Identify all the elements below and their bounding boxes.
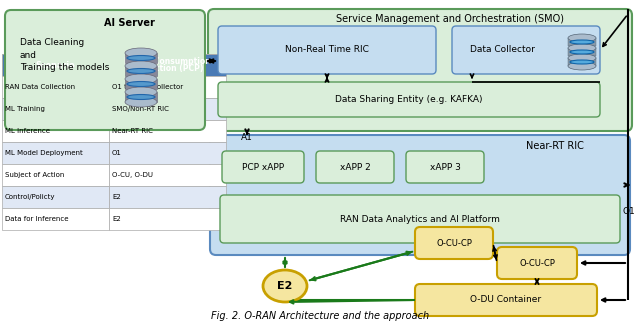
Text: Near-RT RIC: Near-RT RIC [526, 141, 584, 151]
FancyBboxPatch shape [415, 227, 493, 259]
Ellipse shape [568, 44, 596, 52]
Text: Power Consumption: Power Consumption [124, 56, 211, 65]
Text: SMO/Non-RT RIC: SMO/Non-RT RIC [112, 106, 169, 112]
Ellipse shape [263, 270, 307, 302]
Ellipse shape [568, 34, 596, 42]
FancyBboxPatch shape [5, 10, 205, 130]
Text: O-CU, O-DU: O-CU, O-DU [112, 172, 153, 178]
Text: xAPP 2: xAPP 2 [340, 163, 371, 171]
Text: Data Collector: Data Collector [470, 45, 534, 54]
Bar [568, 38, 596, 46]
FancyBboxPatch shape [452, 26, 600, 74]
Text: O1 to Data Collector: O1 to Data Collector [112, 84, 183, 90]
Text: O-DU Container: O-DU Container [470, 295, 541, 305]
Text: RAN Data Collection: RAN Data Collection [5, 84, 75, 90]
Text: Scenario: Scenario [36, 61, 76, 70]
FancyBboxPatch shape [497, 247, 577, 279]
Text: PCP xAPP: PCP xAPP [242, 163, 284, 171]
FancyBboxPatch shape [218, 82, 600, 117]
Ellipse shape [125, 61, 157, 71]
Bar [109, 76, 226, 98]
Text: ML Training: ML Training [5, 106, 45, 112]
Ellipse shape [127, 82, 155, 87]
Text: ML Model Deployment: ML Model Deployment [5, 150, 83, 156]
Ellipse shape [568, 54, 596, 62]
Text: Non-Real Time RIC: Non-Real Time RIC [285, 45, 369, 54]
Bar [568, 48, 596, 56]
Ellipse shape [127, 95, 155, 99]
Bar [2, 120, 109, 142]
Text: Control/Policty: Control/Policty [5, 194, 56, 200]
Bar [109, 208, 226, 230]
Bar [109, 186, 226, 208]
Bar [2, 164, 109, 186]
Text: Data for Inference: Data for Inference [5, 216, 68, 222]
Bar [109, 98, 226, 120]
Text: xAPP 3: xAPP 3 [429, 163, 460, 171]
Text: Service Management and Orchestration (SMO): Service Management and Orchestration (SM… [336, 14, 564, 24]
Text: O1: O1 [112, 150, 122, 156]
Bar [125, 53, 157, 63]
Text: Data Cleaning
and
Training the models: Data Cleaning and Training the models [20, 38, 109, 72]
Bar [2, 186, 109, 208]
Bar [125, 92, 157, 102]
Text: O-CU-CP: O-CU-CP [519, 259, 555, 268]
FancyBboxPatch shape [218, 26, 436, 74]
Ellipse shape [570, 40, 594, 44]
Bar [2, 98, 109, 120]
Bar [2, 54, 109, 76]
Text: E2: E2 [112, 194, 121, 200]
Bar [2, 142, 109, 164]
Ellipse shape [125, 87, 157, 97]
Text: AI Server: AI Server [104, 18, 154, 28]
Ellipse shape [570, 60, 594, 64]
Ellipse shape [570, 50, 594, 54]
Text: Subject of Action: Subject of Action [5, 172, 65, 178]
Bar [2, 76, 109, 98]
FancyBboxPatch shape [220, 195, 620, 243]
Text: RAN Data Analytics and AI Platform: RAN Data Analytics and AI Platform [340, 214, 500, 224]
Text: Near-RT RIC: Near-RT RIC [112, 128, 153, 134]
FancyBboxPatch shape [415, 284, 597, 316]
Bar [109, 142, 226, 164]
Ellipse shape [127, 68, 155, 74]
FancyBboxPatch shape [316, 151, 394, 183]
Text: Prediction (PCP): Prediction (PCP) [132, 64, 203, 74]
Text: Fig. 2. O-RAN Architecture and the approach: Fig. 2. O-RAN Architecture and the appro… [211, 311, 429, 321]
FancyBboxPatch shape [406, 151, 484, 183]
Ellipse shape [125, 74, 157, 84]
FancyBboxPatch shape [222, 151, 304, 183]
Bar [568, 58, 596, 66]
Text: O1: O1 [623, 206, 636, 215]
Text: Data Sharing Entity (e.g. KAFKA): Data Sharing Entity (e.g. KAFKA) [335, 95, 483, 104]
Ellipse shape [125, 97, 157, 107]
Bar [125, 66, 157, 76]
Bar [2, 208, 109, 230]
Bar [125, 79, 157, 89]
Text: E2: E2 [277, 281, 292, 291]
Text: A1: A1 [241, 133, 253, 142]
Bar [109, 54, 226, 76]
Bar [109, 120, 226, 142]
Text: O-CU-CP: O-CU-CP [436, 238, 472, 248]
Text: E2: E2 [112, 216, 121, 222]
Ellipse shape [127, 55, 155, 61]
Ellipse shape [568, 62, 596, 70]
FancyBboxPatch shape [210, 135, 630, 255]
FancyBboxPatch shape [208, 9, 632, 131]
Ellipse shape [125, 48, 157, 58]
Bar [109, 164, 226, 186]
Text: ML Inference: ML Inference [5, 128, 50, 134]
